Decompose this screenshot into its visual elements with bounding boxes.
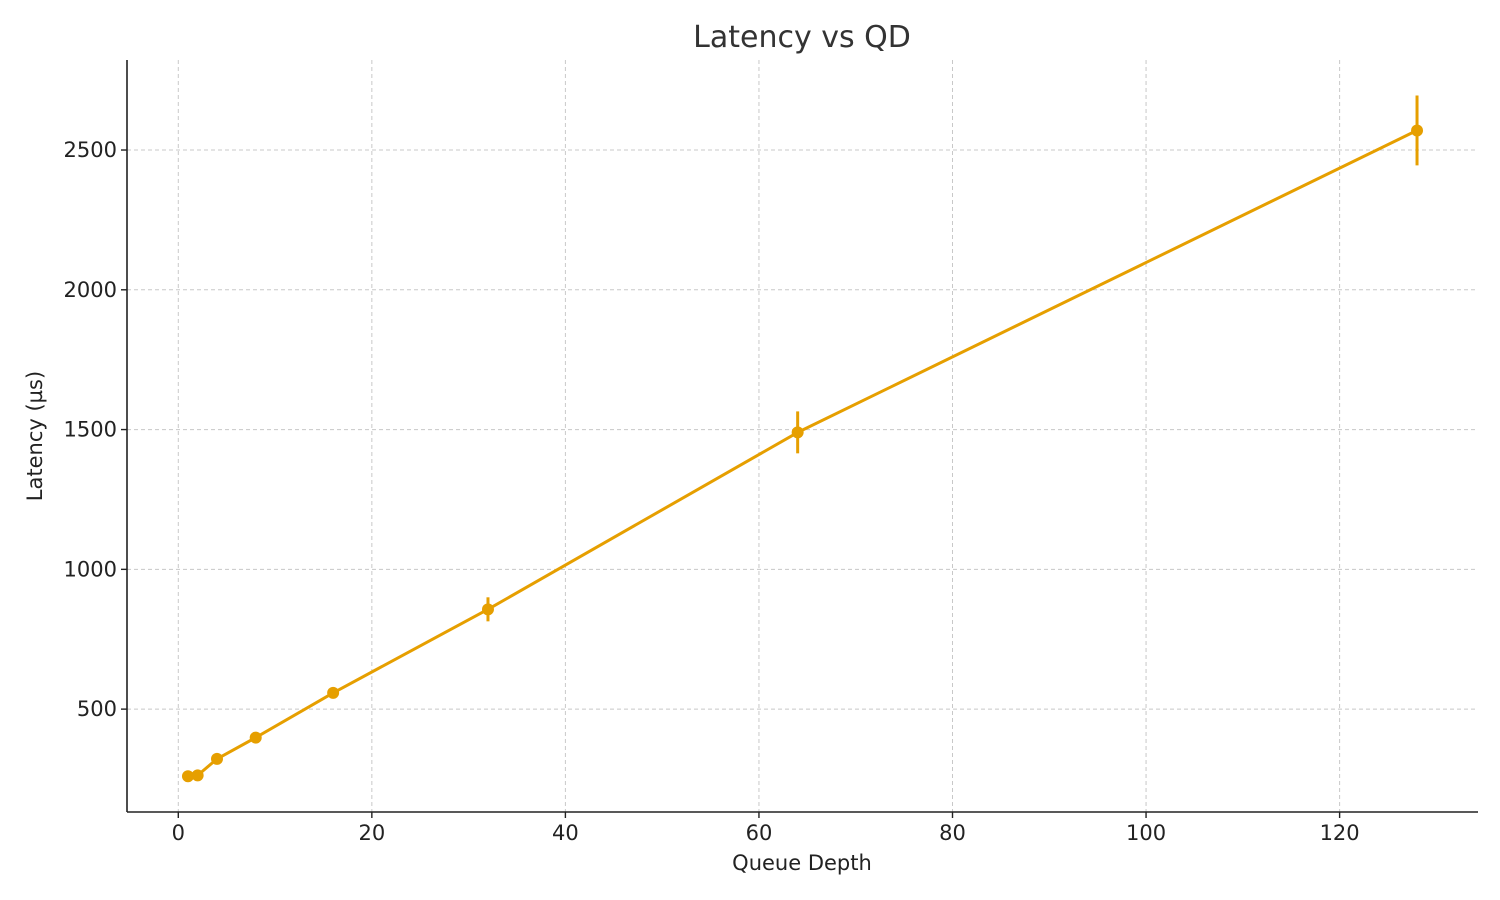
data-point — [481, 603, 494, 616]
y-tick-label: 1000 — [64, 557, 117, 581]
data-point — [791, 426, 804, 439]
chart-title: Latency vs QD — [693, 20, 911, 55]
series — [181, 95, 1424, 783]
x-tick-label: 120 — [1320, 821, 1360, 845]
x-tick-label: 40 — [552, 821, 579, 845]
y-tick-label: 2500 — [64, 138, 117, 162]
x-tick-label: 0 — [172, 821, 185, 845]
ticks: 0 20 40 60 80 100 120 500 1000 1500 2000 2500 — [64, 138, 1360, 845]
series-line — [186, 128, 1419, 778]
data-point — [249, 731, 262, 744]
x-tick-label: 100 — [1126, 821, 1166, 845]
grid — [127, 60, 1478, 812]
x-tick-label: 60 — [746, 821, 773, 845]
data-point — [327, 686, 340, 699]
data-point — [181, 770, 194, 783]
data-point — [211, 752, 224, 765]
y-tick-label: 1500 — [64, 418, 117, 442]
data-point — [1411, 124, 1424, 137]
x-tick-label: 20 — [358, 821, 385, 845]
x-tick-label: 80 — [939, 821, 966, 845]
axes — [126, 60, 1478, 813]
y-tick-label: 500 — [77, 697, 117, 721]
y-axis-label: Latency (µs) — [23, 371, 47, 501]
data-point — [191, 769, 204, 782]
x-axis-label: Queue Depth — [732, 851, 872, 875]
y-tick-label: 2000 — [64, 278, 117, 302]
